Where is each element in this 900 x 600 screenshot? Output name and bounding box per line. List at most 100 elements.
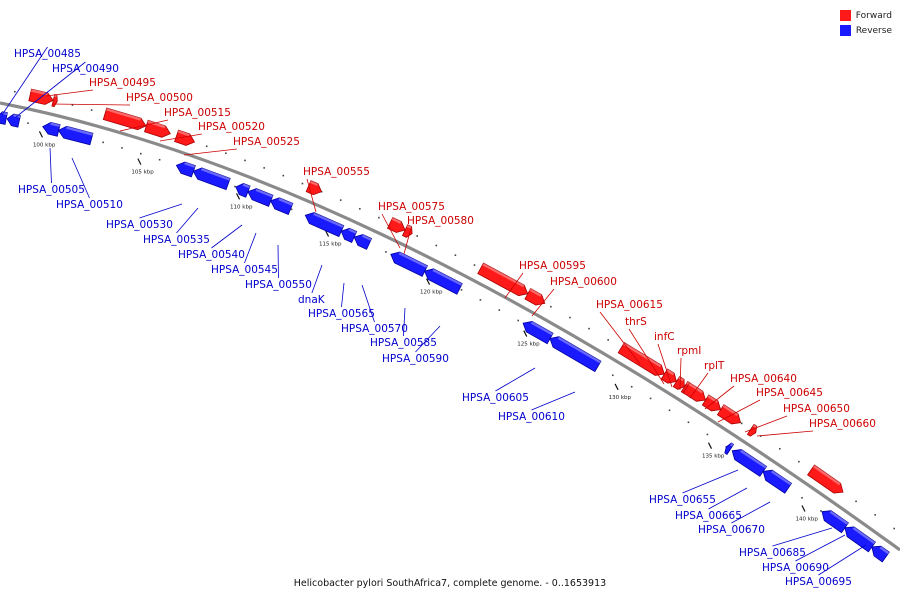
gene-label[interactable]: dnaK [298,294,326,306]
gene-arrow[interactable] [386,216,406,233]
gene-arrow[interactable] [762,469,793,494]
gene-arrow-body [477,262,529,297]
major-tick [324,230,330,237]
gene-label[interactable]: HPSA_00590 [382,353,449,365]
gene-label[interactable]: HPSA_00515 [164,107,231,119]
minor-tick [339,199,342,201]
gene-arrow[interactable] [731,449,768,477]
gene-label[interactable]: HPSA_00660 [809,418,876,430]
gene-arrow[interactable] [304,212,345,238]
gene-arrow[interactable] [353,234,373,250]
backbone-group [0,101,900,552]
gene-label[interactable]: HPSA_00605 [462,392,529,404]
gene-label[interactable]: infC [654,331,675,343]
gene-arrow[interactable] [724,442,735,455]
gene-arrow[interactable] [871,545,890,563]
minor-tick [282,174,285,177]
gene-arrow[interactable] [522,320,554,345]
gene-label[interactable]: rplT [704,360,725,372]
gene-arrow[interactable] [192,167,231,191]
gene-arrow[interactable] [0,111,8,125]
gene-arrow[interactable] [844,526,876,553]
gene-label[interactable]: HPSA_00615 [596,299,663,311]
gene-arrow[interactable] [175,161,196,178]
gene-label[interactable]: HPSA_00530 [106,219,173,231]
gene-label[interactable]: HPSA_00500 [126,92,193,104]
gene-arrow[interactable] [821,510,849,534]
gene-arrow[interactable] [42,121,61,137]
gene-arrow[interactable] [57,125,94,146]
gene-arrow[interactable] [6,113,21,128]
gene-arrow-body [143,119,171,138]
gene-leader-line [818,544,867,576]
gene-label[interactable]: HPSA_00490 [52,63,119,75]
gene-arrow-highlight [482,263,525,288]
gene-label[interactable]: HPSA_00640 [730,373,797,385]
gene-arrow-body [192,167,231,191]
gene-arrow[interactable] [477,262,529,297]
gene-label[interactable]: HPSA_00505 [18,184,85,196]
gene-label[interactable]: HPSA_00565 [308,308,375,320]
gene-label[interactable]: HPSA_00695 [785,576,852,588]
gene-label[interactable]: HPSA_00495 [89,77,156,89]
gene-arrow[interactable] [305,180,323,196]
gene-arrow[interactable] [340,227,358,244]
gene-leader-line [211,224,243,249]
gene-arrow[interactable] [807,464,844,494]
gene-arrow-highlight [879,546,890,555]
gene-label[interactable]: HPSA_00585 [370,337,437,349]
gene-label[interactable]: HPSA_00670 [698,524,765,536]
gene-arrow-highlight [623,342,662,368]
gene-arrow[interactable] [270,197,294,216]
gene-arrow-body [42,121,61,137]
minor-tick [874,514,876,516]
gene-label[interactable]: HPSA_00610 [498,411,565,423]
gene-arrow-body [6,113,21,128]
gene-label[interactable]: HPSA_00595 [519,260,586,272]
gene-label[interactable]: HPSA_00570 [341,323,408,335]
gene-label[interactable]: HPSA_00580 [407,215,474,227]
gene-label[interactable]: HPSA_00540 [178,249,245,261]
major-tick [614,383,619,391]
reverse-swatch [839,25,851,36]
gene-label[interactable]: HPSA_00645 [756,387,823,399]
gene-label[interactable]: HPSA_00485 [14,48,81,60]
gene-arrow-body [522,320,554,345]
minor-tick [71,104,74,106]
gene-arrow[interactable] [524,288,546,306]
gene-arrow[interactable] [549,336,602,373]
gene-label[interactable]: HPSA_00685 [739,547,806,559]
gene-label[interactable]: HPSA_00545 [211,264,278,276]
gene-label[interactable]: thrS [625,316,647,328]
gene-label[interactable]: HPSA_00525 [233,136,300,148]
gene-arrow[interactable] [247,188,274,207]
gene-arrow[interactable] [390,251,429,277]
gene-label[interactable]: HPSA_00600 [550,276,617,288]
gene-arrow[interactable] [672,375,685,390]
gene-label[interactable]: HPSA_00655 [649,494,716,506]
gene-arrow[interactable] [102,107,147,131]
gene-label[interactable]: HPSA_00535 [143,234,210,246]
gene-label[interactable]: HPSA_00665 [675,510,742,522]
gene-leader-line [495,367,536,392]
gene-label[interactable]: HPSA_00690 [762,562,829,574]
gene-label[interactable]: HPSA_00550 [245,279,312,291]
gene-arrow[interactable] [143,119,171,138]
gene-label[interactable]: HPSA_00575 [378,201,445,213]
gene-arrow[interactable] [235,182,251,198]
gene-arrow[interactable] [174,129,196,146]
gene-arrow-highlight [688,382,703,394]
gene-label[interactable]: HPSA_00520 [198,121,265,133]
gene-arrow[interactable] [746,423,758,437]
gene-arrow[interactable] [424,268,463,295]
gene-arrow-body [390,251,429,277]
gene-arrow-body [746,423,758,437]
gene-label[interactable]: HPSA_00555 [303,166,370,178]
gene-arrow[interactable] [716,404,742,425]
gene-arrow-highlight [398,252,428,268]
gene-label[interactable]: HPSA_00510 [56,199,123,211]
minor-tick [244,159,246,162]
gene-label[interactable]: HPSA_00650 [783,403,850,415]
gene-label[interactable]: rpmI [677,345,701,357]
